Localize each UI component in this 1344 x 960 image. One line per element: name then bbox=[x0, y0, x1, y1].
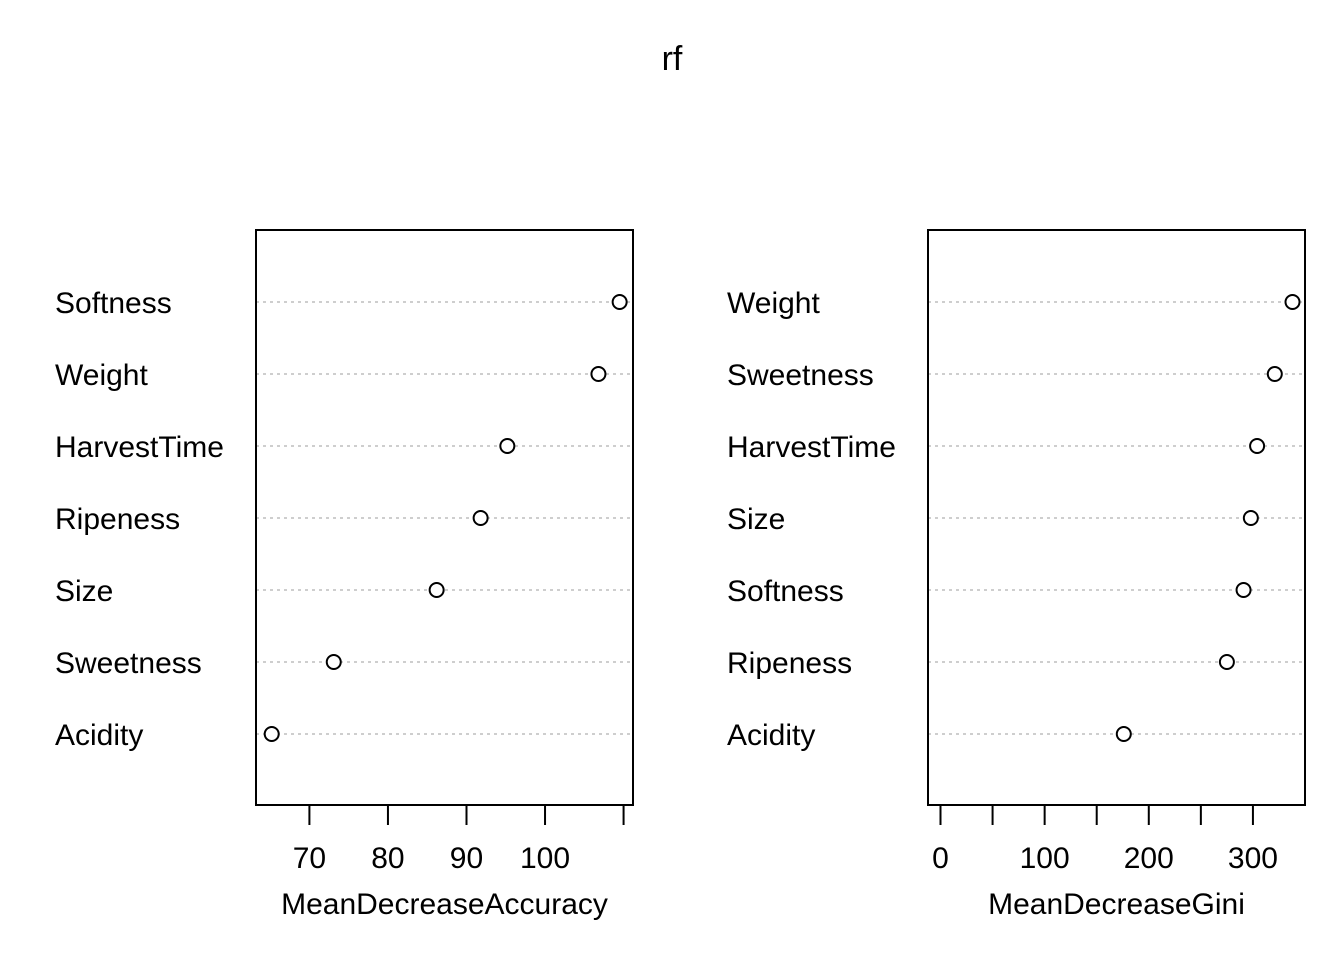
x-tick-label: 90 bbox=[450, 842, 483, 875]
data-point bbox=[1242, 510, 1259, 526]
data-point bbox=[472, 510, 489, 526]
data-point bbox=[1115, 726, 1132, 742]
data-point bbox=[428, 582, 445, 598]
data-point bbox=[590, 366, 607, 382]
panel-mean-decrease-accuracy: Softness Weight HarvestTime Ripeness Size Swe… bbox=[55, 229, 634, 921]
data-point bbox=[1235, 582, 1252, 598]
data-point bbox=[263, 726, 280, 742]
panel-mean-decrease-gini: Weight Sweetness HarvestTime Size Softness Ri… bbox=[727, 229, 1306, 921]
data-point bbox=[1284, 294, 1301, 310]
data-point bbox=[1249, 438, 1266, 454]
x-tick-label: 100 bbox=[520, 842, 570, 875]
chart-title: rf bbox=[662, 40, 683, 78]
category-label: Softness bbox=[727, 575, 844, 608]
category-label: HarvestTime bbox=[727, 431, 896, 464]
x-axis-title: MeanDecreaseAccuracy bbox=[281, 888, 608, 921]
x-axis-title: MeanDecreaseGini bbox=[988, 888, 1245, 921]
category-label: Size bbox=[55, 575, 113, 608]
x-tick-label: 80 bbox=[371, 842, 404, 875]
category-label: Weight bbox=[727, 287, 820, 320]
data-point bbox=[611, 294, 628, 310]
data-point bbox=[325, 654, 342, 670]
category-label: Ripeness bbox=[727, 647, 852, 680]
category-label: Acidity bbox=[727, 719, 815, 752]
x-tick-label: 100 bbox=[1020, 842, 1070, 875]
category-label: Sweetness bbox=[55, 647, 202, 680]
x-tick-label: 70 bbox=[293, 842, 326, 875]
category-label: Softness bbox=[55, 287, 172, 320]
x-tick-label: 0 bbox=[932, 842, 949, 875]
category-label: Sweetness bbox=[727, 359, 874, 392]
x-tick-label: 200 bbox=[1124, 842, 1174, 875]
category-label: Acidity bbox=[55, 719, 143, 752]
data-point bbox=[499, 438, 516, 454]
category-label: Weight bbox=[55, 359, 148, 392]
category-label: Size bbox=[727, 503, 785, 536]
data-point bbox=[1266, 366, 1283, 382]
category-label: HarvestTime bbox=[55, 431, 224, 464]
category-label: Ripeness bbox=[55, 503, 180, 536]
data-point bbox=[1218, 654, 1235, 670]
x-tick-label: 300 bbox=[1228, 842, 1278, 875]
